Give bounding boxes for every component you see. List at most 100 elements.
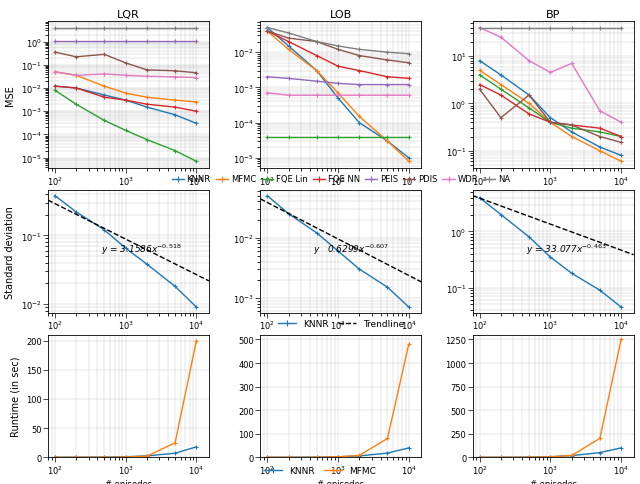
FQENN: [596, 126, 604, 132]
MFMC: [122, 91, 129, 97]
PDIS: [476, 87, 483, 93]
FQELin: [596, 130, 604, 136]
FQENN: [51, 84, 59, 90]
NA: [264, 26, 271, 31]
MFMC: [172, 440, 179, 446]
WDR: [313, 93, 321, 99]
PDIS: [193, 71, 200, 76]
MFMC: [72, 454, 80, 460]
FQENN: [122, 98, 129, 104]
MFMC: [100, 454, 108, 460]
NA: [193, 26, 200, 31]
KNNR: [596, 145, 604, 151]
MFMC: [618, 337, 625, 343]
FQENN: [525, 112, 533, 118]
Trendline: [300, 219, 307, 225]
WDR: [285, 93, 292, 99]
FQELin: [618, 135, 625, 140]
PDIS: [618, 140, 625, 146]
KNNR: [596, 450, 604, 455]
NA: [497, 26, 505, 31]
PDIS: [122, 61, 129, 67]
Line: PEIS: PEIS: [52, 39, 198, 44]
MFMC: [596, 436, 604, 441]
KNNR: [264, 26, 271, 31]
X-axis label: # episodes: # episodes: [529, 334, 577, 343]
KNNR: [334, 249, 342, 255]
NA: [72, 26, 80, 31]
KNNR: [72, 454, 80, 460]
X-axis label: # episodes: # episodes: [317, 479, 364, 484]
KNNR: [285, 454, 292, 460]
Line: NA: NA: [477, 26, 623, 30]
Line: FQENN: FQENN: [52, 85, 198, 114]
WDR: [383, 93, 391, 99]
PDIS: [405, 60, 413, 66]
PDIS: [72, 55, 80, 60]
WDR: [193, 76, 200, 81]
MFMC: [264, 29, 271, 35]
Line: KNNR: KNNR: [52, 85, 198, 126]
PEIS: [172, 39, 179, 45]
NA: [405, 52, 413, 58]
KNNR: [383, 139, 391, 145]
PEIS: [51, 39, 59, 45]
PEIS: [285, 76, 292, 82]
FQENN: [285, 40, 292, 45]
MFMC: [547, 120, 554, 126]
KNNR: [476, 59, 483, 64]
FQELin: [547, 120, 554, 126]
NA: [172, 26, 179, 31]
KNNR: [285, 44, 292, 50]
PEIS: [383, 82, 391, 88]
KNNR: [568, 130, 575, 136]
FQELin: [122, 128, 129, 134]
MFMC: [51, 454, 59, 460]
Line: MFMC: MFMC: [52, 71, 198, 105]
MFMC: [568, 453, 575, 458]
Line: MFMC: MFMC: [477, 69, 623, 164]
MFMC: [100, 84, 108, 90]
MFMC: [72, 73, 80, 79]
NA: [313, 40, 321, 45]
WDR: [72, 73, 80, 79]
KNNR: [568, 271, 575, 276]
MFMC: [122, 454, 129, 460]
X-axis label: # episodes: # episodes: [317, 190, 364, 199]
KNNR: [100, 93, 108, 99]
PDIS: [100, 52, 108, 58]
FQELin: [568, 126, 575, 132]
KNNR: [405, 445, 413, 451]
Line: WDR: WDR: [477, 26, 623, 125]
KNNR: [193, 121, 200, 127]
MFMC: [285, 454, 292, 460]
WDR: [143, 74, 151, 80]
Line: PDIS: PDIS: [477, 88, 623, 145]
Trendline: [479, 197, 486, 203]
X-axis label: # episodes: # episodes: [529, 190, 577, 199]
KNNR: [122, 246, 129, 252]
FQENN: [618, 135, 625, 140]
Legend: KNNR, MFMC: KNNR, MFMC: [260, 462, 380, 479]
FQELin: [172, 149, 179, 154]
MFMC: [405, 342, 413, 348]
Line: MFMC: MFMC: [265, 30, 411, 164]
WDR: [355, 93, 363, 99]
Trendline: [51, 201, 58, 207]
FQELin: [334, 135, 342, 140]
PEIS: [72, 39, 80, 45]
KNNR: [193, 304, 200, 310]
KNNR: [405, 304, 413, 310]
Line: PDIS: PDIS: [52, 51, 198, 76]
MFMC: [193, 338, 200, 344]
X-axis label: # episodes: # episodes: [317, 334, 364, 343]
PEIS: [313, 79, 321, 85]
KNNR: [51, 454, 59, 460]
FQENN: [100, 95, 108, 101]
NA: [568, 26, 575, 31]
WDR: [497, 35, 505, 41]
FQENN: [143, 102, 151, 108]
Line: PEIS: PEIS: [265, 76, 411, 88]
NA: [525, 26, 533, 31]
MFMC: [497, 82, 505, 88]
